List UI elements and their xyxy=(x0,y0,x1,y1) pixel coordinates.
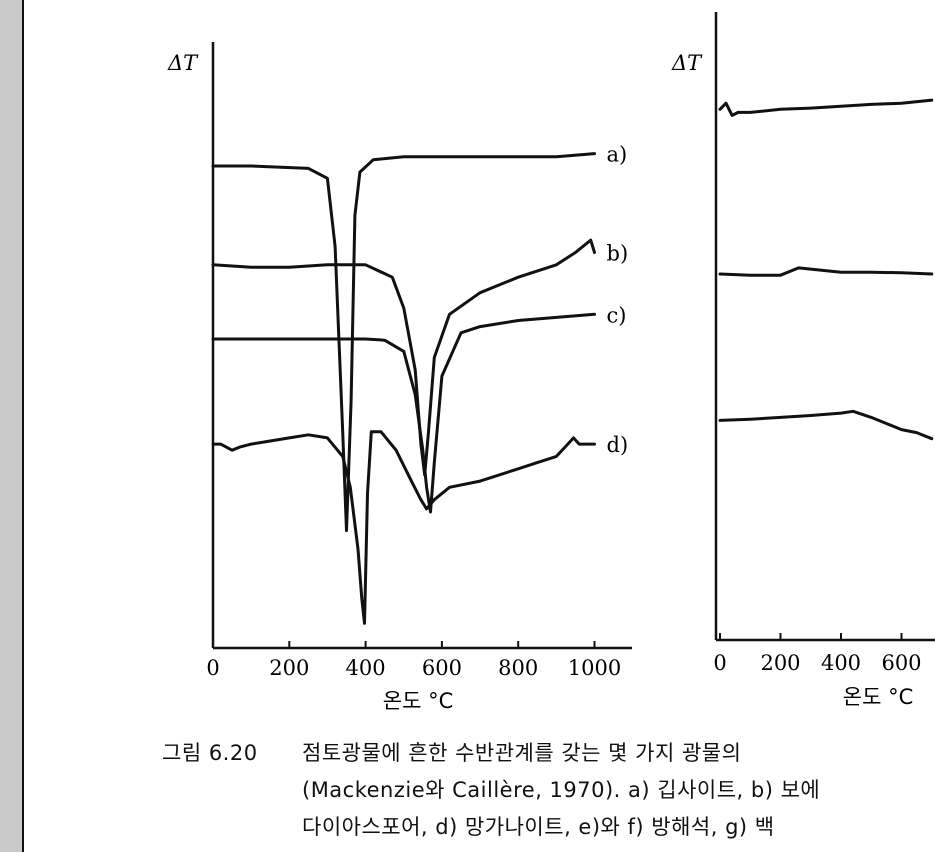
left-margin-rule xyxy=(22,0,24,852)
chart1-y-label: ΔT xyxy=(167,51,199,75)
chart1-series-3-line xyxy=(211,312,596,514)
chart2-y-label: ΔT xyxy=(671,51,703,75)
caption-line-3: 다이아스포어, d) 망가나이트, e)와 f) 방해석, g) 백 xyxy=(302,815,775,839)
figure-caption: 그림 6.20 점토광물에 흔한 수반관계를 갖는 몇 가지 광물의 (Macke… xyxy=(162,735,935,846)
caption-line-1: 그림 6.20 점토광물에 흔한 수반관계를 갖는 몇 가지 광물의 xyxy=(162,735,935,772)
left-margin-bar xyxy=(0,0,22,852)
chart1-series-4-line xyxy=(211,430,596,625)
chart2-tick-label-600: 600 xyxy=(881,651,921,675)
chart1-series-label-2: b) xyxy=(607,241,629,265)
chart2-series-2-line xyxy=(718,266,934,277)
chart2-series-1-line xyxy=(718,98,934,117)
chart2-tick-label-200: 200 xyxy=(760,651,800,675)
chart2-tick-label-400: 400 xyxy=(821,651,861,675)
chart1-series-label-4: d) xyxy=(607,433,629,457)
chart1-tick-label-0: 0 xyxy=(206,656,219,680)
caption-line-1-text: 점토광물에 흔한 수반관계를 갖는 몇 가지 광물의 xyxy=(302,741,742,765)
chart1-tick-label-1000: 1000 xyxy=(568,656,621,680)
chart1-x-label: 온도 °C xyxy=(383,689,453,713)
chart1-tick-label-600: 600 xyxy=(422,656,462,680)
chart2-x-label: 온도 °C xyxy=(843,685,913,709)
chart1-tick-label-200: 200 xyxy=(269,656,309,680)
caption-number: 그림 6.20 xyxy=(162,741,258,765)
chart2-series-3-line xyxy=(718,409,934,441)
chart1-series-1-line xyxy=(211,152,596,533)
chart1-tick-label-400: 400 xyxy=(346,656,386,680)
chart2-tick-label-0: 0 xyxy=(713,651,726,675)
chart1-series-2-line xyxy=(211,238,596,477)
caption-line-2: (Mackenzie와 Caillère, 1970). a) 깁사이트, b)… xyxy=(302,778,821,802)
dta-charts: ΔT 온도 °C 0 200 400 600 800 1000 a) b) c) d) ΔT 온… xyxy=(167,12,935,713)
chart1-series-label-3: c) xyxy=(607,303,627,327)
chart1-series-label-1: a) xyxy=(607,143,628,167)
chart1-tick-label-800: 800 xyxy=(498,656,538,680)
